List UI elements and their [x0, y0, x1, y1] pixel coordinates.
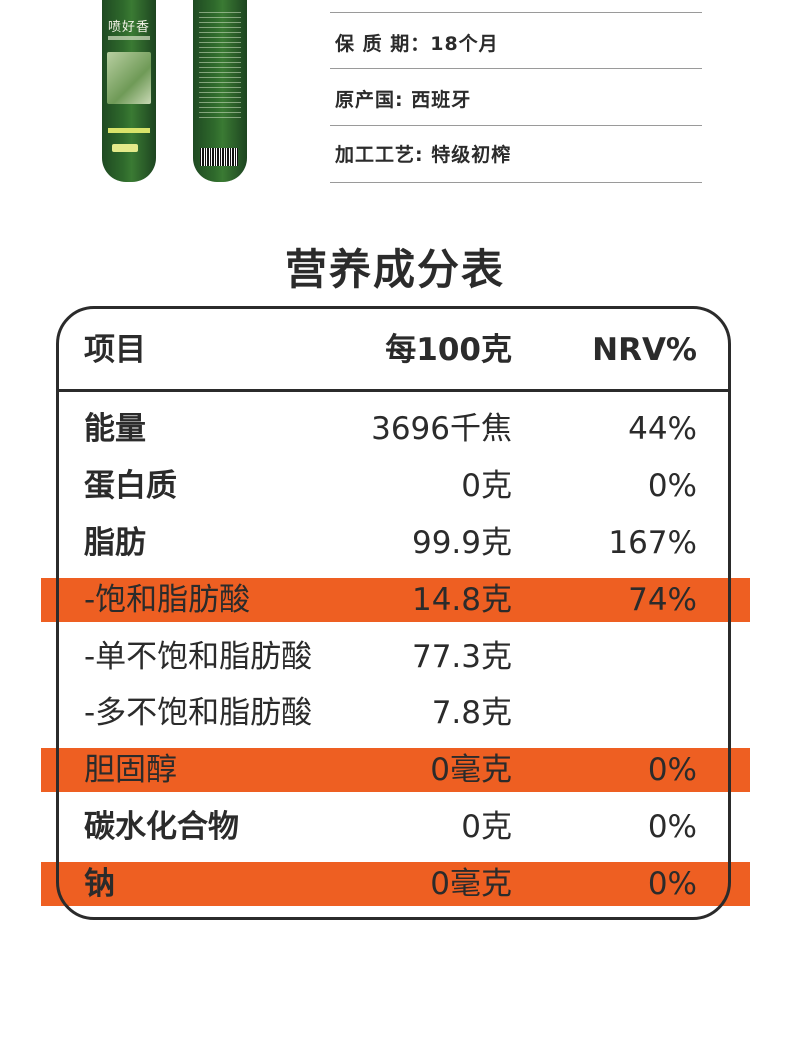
row-energy-name: 能量 [84, 411, 146, 447]
row-cholesterol-name: 胆固醇 [84, 752, 177, 788]
row-poly-nrv [560, 691, 697, 735]
row-sodium-name: 钠 [84, 866, 115, 902]
bottle-brand-text: 喷好香 [107, 20, 150, 35]
header-item: 项目 [84, 332, 146, 368]
row-protein-nrv: 0% [647, 468, 697, 504]
row-mono-nrv [560, 635, 697, 679]
header-divider [58, 389, 730, 392]
row-poly-name: -多不饱和脂肪酸 [84, 695, 313, 731]
process-text: 加工工艺: 特级初榨 [335, 144, 512, 166]
row-sodium-nrv: 0% [647, 866, 697, 902]
row-poly-value: 7.8克 [431, 695, 512, 731]
nutrition-table [56, 306, 731, 920]
row-carb-nrv: 0% [647, 809, 697, 845]
row-carb-name: 碳水化合物 [84, 809, 239, 845]
divider [330, 68, 702, 69]
row-highlight [41, 578, 750, 622]
row-protein-value: 0克 [461, 468, 512, 504]
product-bottle-front: 喷好香 [102, 0, 156, 182]
header-nrv: NRV% [592, 332, 697, 368]
row-fat-name: 脂肪 [84, 525, 146, 561]
row-mono-name: -单不饱和脂肪酸 [84, 639, 313, 675]
divider [330, 182, 702, 183]
olive-leaf-graphic [107, 52, 151, 104]
divider [330, 125, 702, 126]
header-per100: 每100克 [385, 332, 512, 368]
row-energy-value: 3696千焦 [371, 411, 512, 447]
row-fat-value: 99.9克 [411, 525, 512, 561]
row-carb-value: 0克 [461, 809, 512, 845]
row-cholesterol-value: 0毫克 [430, 752, 512, 788]
page-title: 营养成分表 [284, 245, 505, 294]
row-highlight [41, 862, 750, 906]
shelf-life-text: 保 质 期：18个月 [335, 33, 499, 55]
row-sodium-value: 0毫克 [430, 866, 512, 902]
divider [330, 12, 702, 13]
row-cholesterol-nrv: 0% [647, 752, 697, 788]
product-bottle-back [193, 0, 247, 182]
barcode-icon [200, 148, 238, 166]
origin-text: 原产国: 西班牙 [335, 89, 472, 111]
row-saturated-value: 14.8克 [411, 582, 512, 618]
row-highlight [41, 748, 750, 792]
row-energy-nrv: 44% [628, 411, 697, 447]
row-saturated-name: -饱和脂肪酸 [84, 582, 251, 618]
row-saturated-nrv: 74% [628, 582, 697, 618]
row-fat-nrv: 167% [608, 525, 697, 561]
row-mono-value: 77.3克 [411, 639, 512, 675]
row-protein-name: 蛋白质 [84, 468, 177, 504]
bottle-back-label [199, 12, 241, 122]
